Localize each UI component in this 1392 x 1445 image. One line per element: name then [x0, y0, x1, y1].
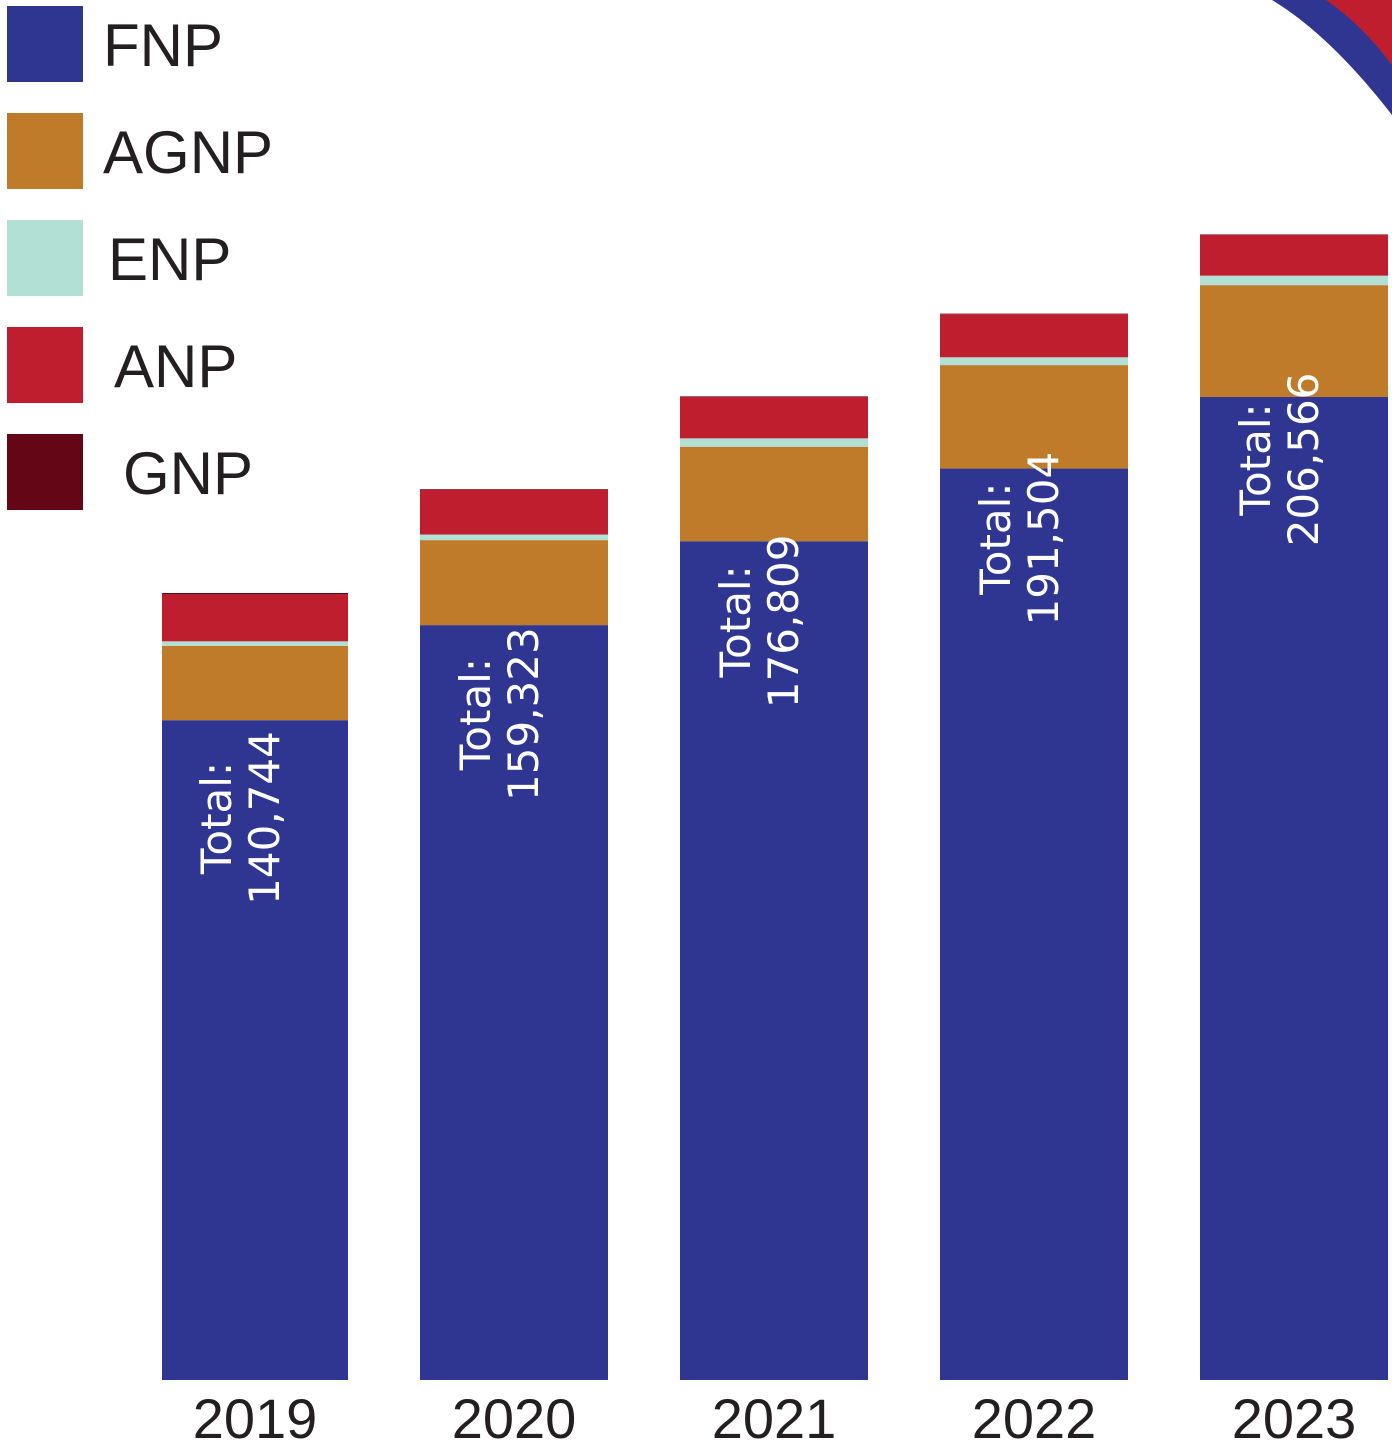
bar-2019-fnp: [162, 720, 348, 1380]
bar-2023-fnp: [1200, 396, 1388, 1381]
x-tick-2021: 2021: [712, 1387, 837, 1445]
bar-2021-agnp: [680, 446, 868, 542]
legend: FNP AGNP ENP ANP GNP: [7, 6, 273, 510]
legend-label-fnp: FNP: [103, 12, 223, 79]
bar-2020-fnp: [420, 625, 608, 1380]
bar-2019-anp: [162, 594, 348, 642]
bar-2020-enp: [420, 534, 608, 541]
x-tick-2019: 2019: [193, 1387, 318, 1445]
bar-2020-gnp: [420, 489, 608, 490]
corner-decoration: [1272, 0, 1392, 115]
bar-2022-gnp: [940, 313, 1128, 315]
bar-2021-anp: [680, 396, 868, 439]
bar-2020-agnp: [420, 540, 608, 626]
total-labels: Total:140,744 Total:159,323 Total:176,809 T…: [192, 373, 1328, 905]
bar-2022-anp: [940, 314, 1128, 358]
legend-label-agnp: AGNP: [103, 119, 273, 186]
total-label-2020: Total:159,323: [451, 627, 548, 801]
bars: [162, 234, 1388, 1381]
legend-swatch-anp: [7, 327, 83, 403]
total-label-2022: Total:191,504: [971, 452, 1068, 626]
total-label-2021: Total:176,809: [711, 535, 808, 709]
legend-swatch-fnp: [7, 6, 83, 82]
bar-2019-agnp: [162, 645, 348, 721]
x-axis: 2019 2020 2021 2022 2023: [193, 1387, 1357, 1445]
legend-swatch-gnp: [7, 434, 83, 510]
bar-2022-enp: [940, 357, 1128, 366]
bar-2021-gnp: [680, 396, 868, 397]
bar-2023-agnp: [1200, 285, 1388, 397]
legend-swatch-enp: [7, 220, 83, 296]
bar-2021-fnp: [680, 541, 868, 1380]
total-label-2019: Total:140,744: [192, 731, 289, 905]
legend-label-enp: ENP: [108, 226, 231, 293]
bar-2022-fnp: [940, 468, 1128, 1380]
bar-2023-gnp: [1200, 234, 1388, 235]
bar-2023-enp: [1200, 275, 1388, 286]
bar-2023-anp: [1200, 234, 1388, 276]
bar-2021-enp: [680, 438, 868, 447]
bar-2022-agnp: [940, 365, 1128, 469]
bar-2019-enp: [162, 641, 348, 646]
bar-2019-gnp: [162, 593, 348, 595]
legend-swatch-agnp: [7, 113, 83, 189]
legend-label-gnp: GNP: [123, 440, 253, 507]
bar-2020-anp: [420, 489, 608, 535]
total-label-2023: Total:206,566: [1231, 373, 1328, 547]
x-tick-2022: 2022: [972, 1387, 1097, 1445]
x-tick-2023: 2023: [1232, 1387, 1357, 1445]
legend-label-anp: ANP: [114, 333, 237, 400]
x-tick-2020: 2020: [452, 1387, 577, 1445]
corner-swoosh-red: [1326, 0, 1392, 65]
